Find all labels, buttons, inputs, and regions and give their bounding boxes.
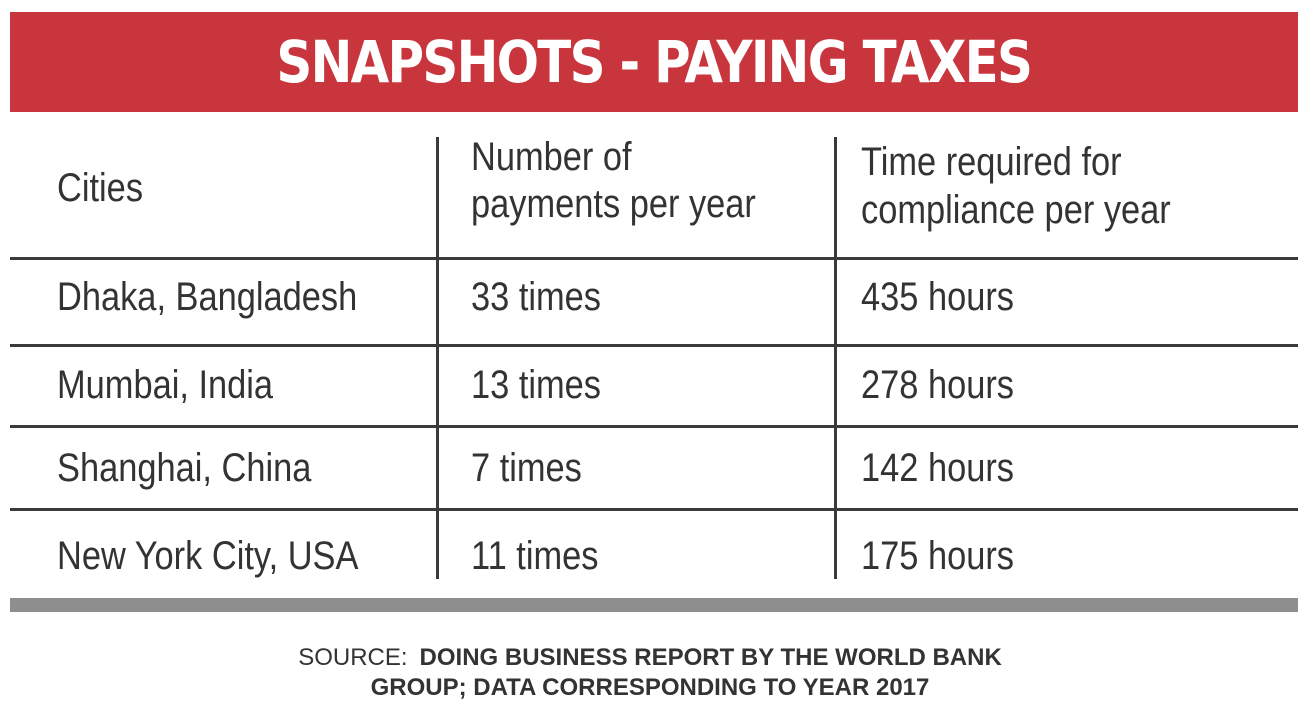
source-label: SOURCE: [298, 644, 408, 671]
source-line-1: DOING BUSINESS REPORT BY THE WORLD BANK [419, 644, 1002, 671]
header-time-line1: Time required for [861, 140, 1122, 184]
table-cell-city: Dhaka, Bangladesh [57, 275, 358, 319]
row-divider [10, 508, 1298, 511]
header-payments-line1: Number of [471, 135, 632, 179]
header-divider [10, 257, 1298, 260]
header-cities: Cities [57, 166, 144, 210]
table-cell-payments: 7 times [471, 446, 582, 490]
table-cell-payments: 33 times [471, 275, 602, 319]
table-cell-hours: 435 hours [861, 275, 1015, 319]
source-line-2: GROUP; DATA CORRESPONDING TO YEAR 2017 [370, 674, 930, 701]
table-cell-city: Mumbai, India [57, 363, 274, 407]
table-cell-hours: 175 hours [861, 534, 1015, 578]
table-cell-city: Shanghai, China [57, 446, 312, 490]
page-title: SNAPSHOTS - PAYING TAXES [276, 28, 1033, 96]
footer-rule [10, 598, 1298, 612]
title-banner: SNAPSHOTS - PAYING TAXES [10, 12, 1298, 112]
row-divider [10, 344, 1298, 347]
header-payments-line2: payments per year [471, 182, 756, 226]
column-divider [834, 137, 837, 579]
table-cell-payments: 11 times [471, 534, 599, 578]
header-time-line2: compliance per year [861, 188, 1171, 232]
table-cell-payments: 13 times [471, 363, 602, 407]
table-cell-city: New York City, USA [57, 534, 359, 578]
column-divider [436, 137, 439, 579]
table-cell-hours: 142 hours [861, 446, 1015, 490]
table-cell-hours: 278 hours [861, 363, 1015, 407]
source-note: SOURCE: DOING BUSINESS REPORT BY THE WORL… [0, 643, 1300, 703]
row-divider [10, 425, 1298, 428]
